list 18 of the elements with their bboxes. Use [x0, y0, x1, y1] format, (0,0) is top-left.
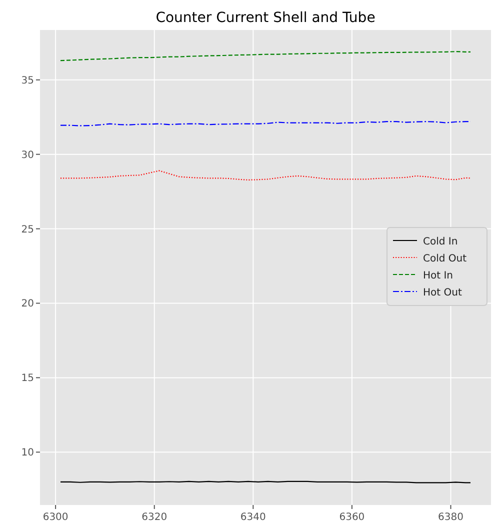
chart-title: Counter Current Shell and Tube [156, 10, 376, 26]
x-tick-label: 6300 [42, 512, 68, 523]
x-tick-label: 6380 [438, 512, 464, 523]
legend-label: Hot Out [423, 288, 462, 298]
y-tick-label: 20 [21, 298, 34, 310]
y-tick-label: 35 [21, 75, 34, 86]
x-tick-label: 6360 [339, 512, 365, 523]
line-series [60, 51, 472, 62]
x-tick-label: 6320 [142, 512, 168, 523]
legend-label: Hot In [423, 270, 454, 282]
y-tick-label: 15 [21, 373, 34, 384]
x-tick-label: 6340 [240, 512, 266, 523]
legend-label: Cold Out [423, 254, 467, 264]
legend-label: Cold In [423, 236, 458, 248]
y-tick-label: 10 [21, 448, 34, 459]
y-tick-label: 30 [21, 150, 34, 161]
y-tick-label: 25 [21, 224, 34, 236]
line-series [60, 170, 472, 180]
